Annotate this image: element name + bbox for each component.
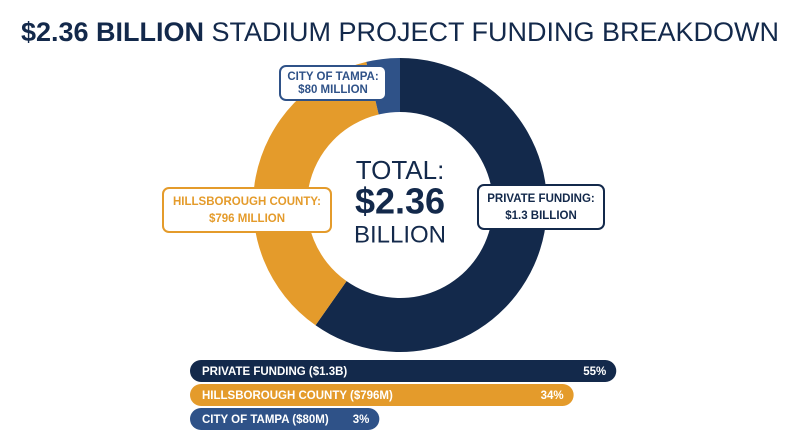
center-label: TOTAL:	[356, 155, 445, 185]
bar-label: CITY OF TAMPA ($80M)	[202, 414, 329, 426]
center-label: $2.36	[355, 181, 445, 222]
callout-value: $80 MILLION	[298, 84, 368, 96]
donut-slice	[315, 58, 547, 353]
callout-value: $796 MILLION	[209, 213, 285, 225]
bar	[190, 408, 380, 430]
donut-slice	[253, 61, 379, 326]
bar	[190, 384, 574, 406]
title-highlight: $2.36 BILLION	[21, 17, 204, 47]
bar-value: 3%	[353, 414, 370, 426]
bar-label: PRIVATE FUNDING ($1.3B)	[202, 366, 347, 378]
title-text: STADIUM PROJECT FUNDING BREAKDOWN	[212, 17, 780, 47]
callout-label: PRIVATE FUNDING:	[487, 193, 595, 205]
callout-box	[162, 187, 332, 233]
callout-value: $1.3 BILLION	[505, 210, 577, 222]
bar-value: 34%	[541, 390, 564, 402]
callout-label: CITY OF TAMPA:	[287, 71, 378, 83]
callout-box	[279, 65, 387, 101]
bar	[190, 360, 617, 382]
callout-box	[477, 184, 605, 230]
bars: PRIVATE FUNDING ($1.3B) 55% HILLSBOROUGH C…	[190, 360, 617, 430]
center-label: BILLION	[354, 221, 446, 248]
bar-value: 55%	[583, 366, 606, 378]
callouts: PRIVATE FUNDING: $1.3 BILLION HILLSBOROUGH…	[162, 65, 605, 233]
bar-label: HILLSBOROUGH COUNTY ($796M)	[202, 390, 393, 402]
chart-title: $2.36 BILLION STADIUM PROJECT FUNDING BR…	[21, 17, 779, 47]
callout-label: HILLSBOROUGH COUNTY:	[173, 196, 321, 208]
